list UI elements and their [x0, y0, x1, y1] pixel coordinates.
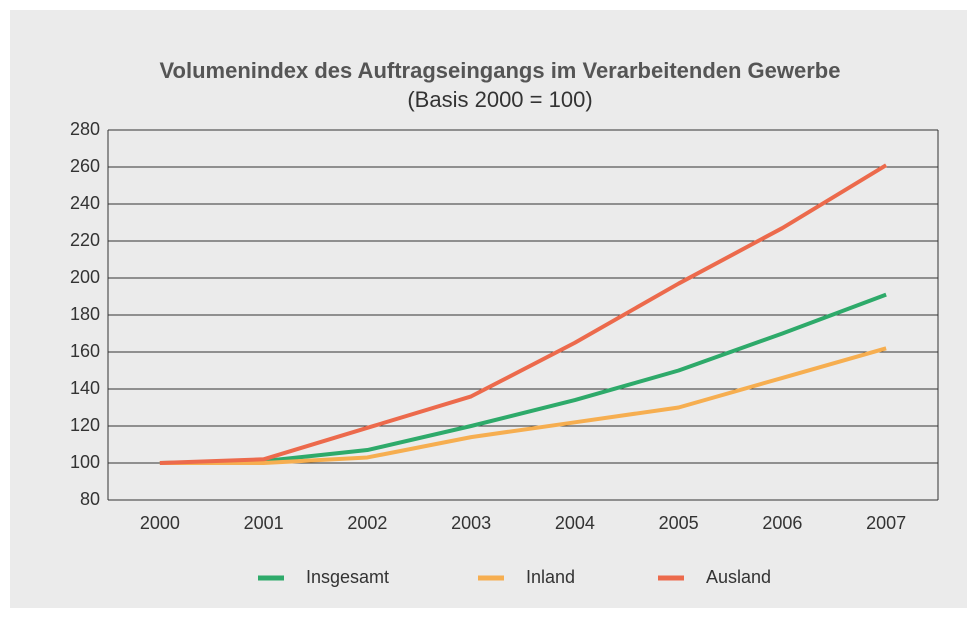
x-tick-label: 2004 — [555, 513, 595, 533]
panel — [10, 10, 967, 608]
y-tick-label: 260 — [70, 156, 100, 176]
chart-title: Volumenindex des Auftragseingangs im Ver… — [160, 58, 841, 83]
y-tick-label: 280 — [70, 119, 100, 139]
series-line — [159, 346, 887, 465]
legend-label: Ausland — [706, 567, 771, 587]
y-tick-label: 160 — [70, 341, 100, 361]
chart-subtitle: (Basis 2000 = 100) — [407, 87, 592, 112]
x-tick-label: 2001 — [244, 513, 284, 533]
y-tick-label: 140 — [70, 378, 100, 398]
y-tick-label: 120 — [70, 415, 100, 435]
y-tick-label: 80 — [80, 489, 100, 509]
x-tick-label: 2002 — [347, 513, 387, 533]
x-tick-label: 2000 — [140, 513, 180, 533]
y-tick-label: 180 — [70, 304, 100, 324]
legend-label: Inland — [526, 567, 575, 587]
y-tick-label: 220 — [70, 230, 100, 250]
legend-label: Insgesamt — [306, 567, 389, 587]
x-tick-label: 2003 — [451, 513, 491, 533]
series-line — [159, 292, 887, 465]
series-line — [159, 163, 888, 465]
x-tick-label: 2006 — [762, 513, 802, 533]
x-tick-label: 2005 — [659, 513, 699, 533]
y-tick-label: 100 — [70, 452, 100, 472]
y-tick-label: 200 — [70, 267, 100, 287]
y-tick-label: 240 — [70, 193, 100, 213]
x-tick-label: 2007 — [866, 513, 906, 533]
